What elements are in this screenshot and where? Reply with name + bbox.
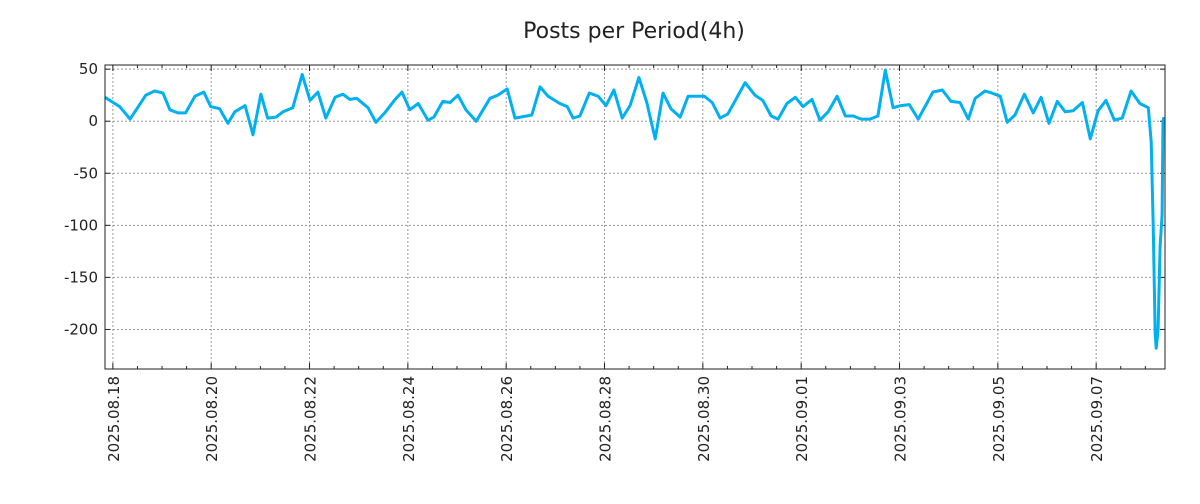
x-tick-label: 2025.09.01 [793, 376, 811, 462]
y-tick-label: -50 [74, 164, 99, 182]
x-tick-label: 2025.09.05 [990, 376, 1008, 462]
x-tick-label: 2025.08.26 [498, 376, 516, 462]
x-tick-label: 2025.09.07 [1088, 376, 1106, 462]
grid [105, 65, 1165, 369]
x-tick-label: 2025.08.20 [203, 376, 221, 462]
plot-frame [104, 64, 1166, 370]
chart-title: Posts per Period(4h) [523, 19, 745, 44]
y-tick-label: -150 [64, 268, 98, 286]
y-tick-label: -100 [64, 216, 98, 234]
x-tick-label: 2025.08.30 [695, 376, 713, 462]
x-tick-label: 2025.08.24 [400, 376, 418, 462]
y-tick-label: -200 [64, 320, 98, 338]
axis-ticks: 50 0 -50 -100 -150 -200 2025.08.18 2025.08.20 20… [64, 60, 1165, 462]
x-tick-label: 2025.08.22 [302, 376, 320, 462]
y-tick-label: 50 [79, 60, 98, 78]
x-tick-label: 2025.08.18 [105, 376, 123, 462]
series-line-posts [104, 68, 1166, 350]
x-tick-label: 2025.09.03 [892, 376, 910, 462]
x-tick-label: 2025.08.28 [597, 376, 615, 462]
y-tick-label: 0 [88, 112, 98, 130]
